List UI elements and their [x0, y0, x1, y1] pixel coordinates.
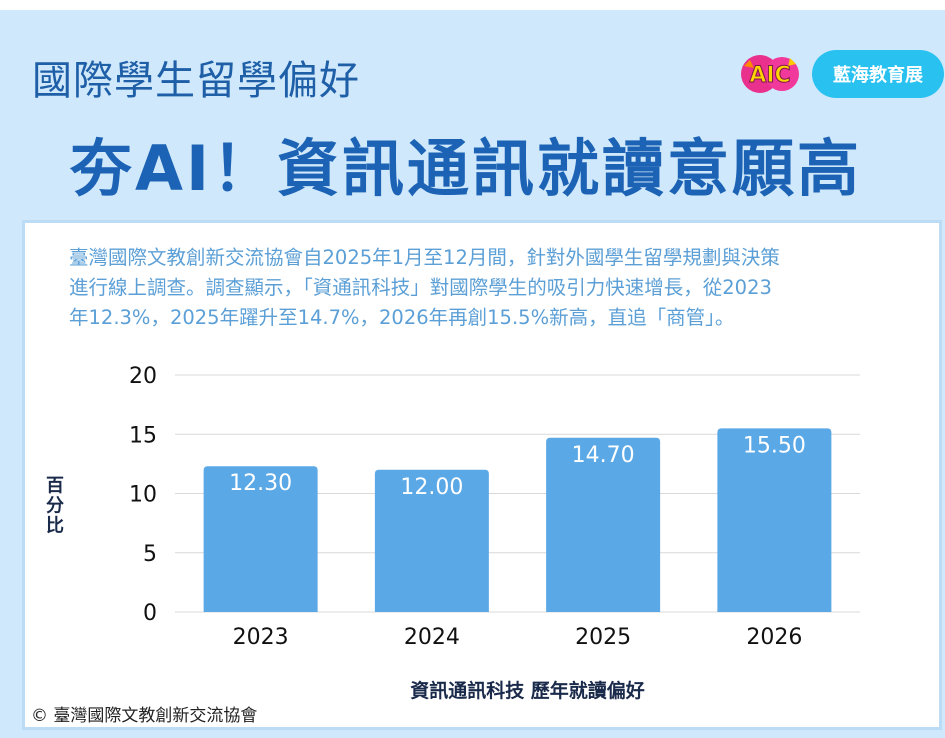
y-axis-label: 分: [46, 496, 64, 517]
bar: [374, 469, 489, 612]
x-tick-label: 2026: [746, 625, 802, 650]
x-tick-label: 2023: [233, 625, 289, 650]
bar: [546, 437, 661, 612]
y-tick-label: 5: [143, 542, 157, 567]
description-text: 臺灣國際文教創新交流協會自2025年1月至12月間，針對外國學生留學規劃與決策 …: [69, 243, 919, 333]
copyright-text: © 臺灣國際文教創新交流協會: [31, 706, 258, 726]
y-tick-label: 10: [129, 483, 157, 508]
bar: [717, 428, 832, 612]
y-tick-label: 0: [143, 601, 157, 626]
data-label: 15.50: [743, 433, 806, 458]
data-label: 12.00: [400, 475, 463, 500]
description-line: 臺灣國際文教創新交流協會自2025年1月至12月間，針對外國學生留學規劃與決策: [69, 246, 780, 269]
x-axis-label: 資訊通訊科技 歷年就讀偏好: [410, 679, 645, 702]
aic-logo: AIC: [741, 55, 799, 93]
page-title: 夯AI！資訊通訊就讀意願高: [70, 132, 863, 205]
data-label: 14.70: [572, 443, 635, 468]
logo-text: AIC: [749, 63, 790, 88]
chart-card: 臺灣國際文教創新交流協會自2025年1月至12月間，針對外國學生留學規劃與決策 …: [22, 220, 942, 730]
bar-chart: 0 5 10 15 20 百分比 12.30 2023 12.00 2024 14.70 2025 15…: [46, 364, 860, 702]
y-tick-label: 20: [129, 364, 157, 389]
brand-button[interactable]: 藍海教育展: [812, 50, 944, 98]
y-axis-label: 比: [46, 516, 64, 537]
page-background: 國際學生留學偏好 夯AI！資訊通訊就讀意願高 AIC 藍海教育展 臺灣國際文教創…: [0, 10, 945, 738]
y-axis-label: 百: [46, 476, 64, 497]
x-tick-label: 2024: [404, 625, 460, 650]
description-line: 年12.3%，2025年躍升至14.7%，2026年再創15.5%新高，直追「商…: [69, 306, 735, 329]
bar: [203, 466, 318, 612]
x-tick-label: 2025: [575, 625, 631, 650]
y-tick-label: 15: [129, 423, 157, 448]
description-line: 進行線上調查。調查顯示，「資通訊科技」對國際學生的吸引力快速增長，從2023: [69, 276, 772, 299]
page-subtitle: 國際學生留學偏好: [32, 58, 360, 104]
data-label: 12.30: [229, 471, 292, 496]
